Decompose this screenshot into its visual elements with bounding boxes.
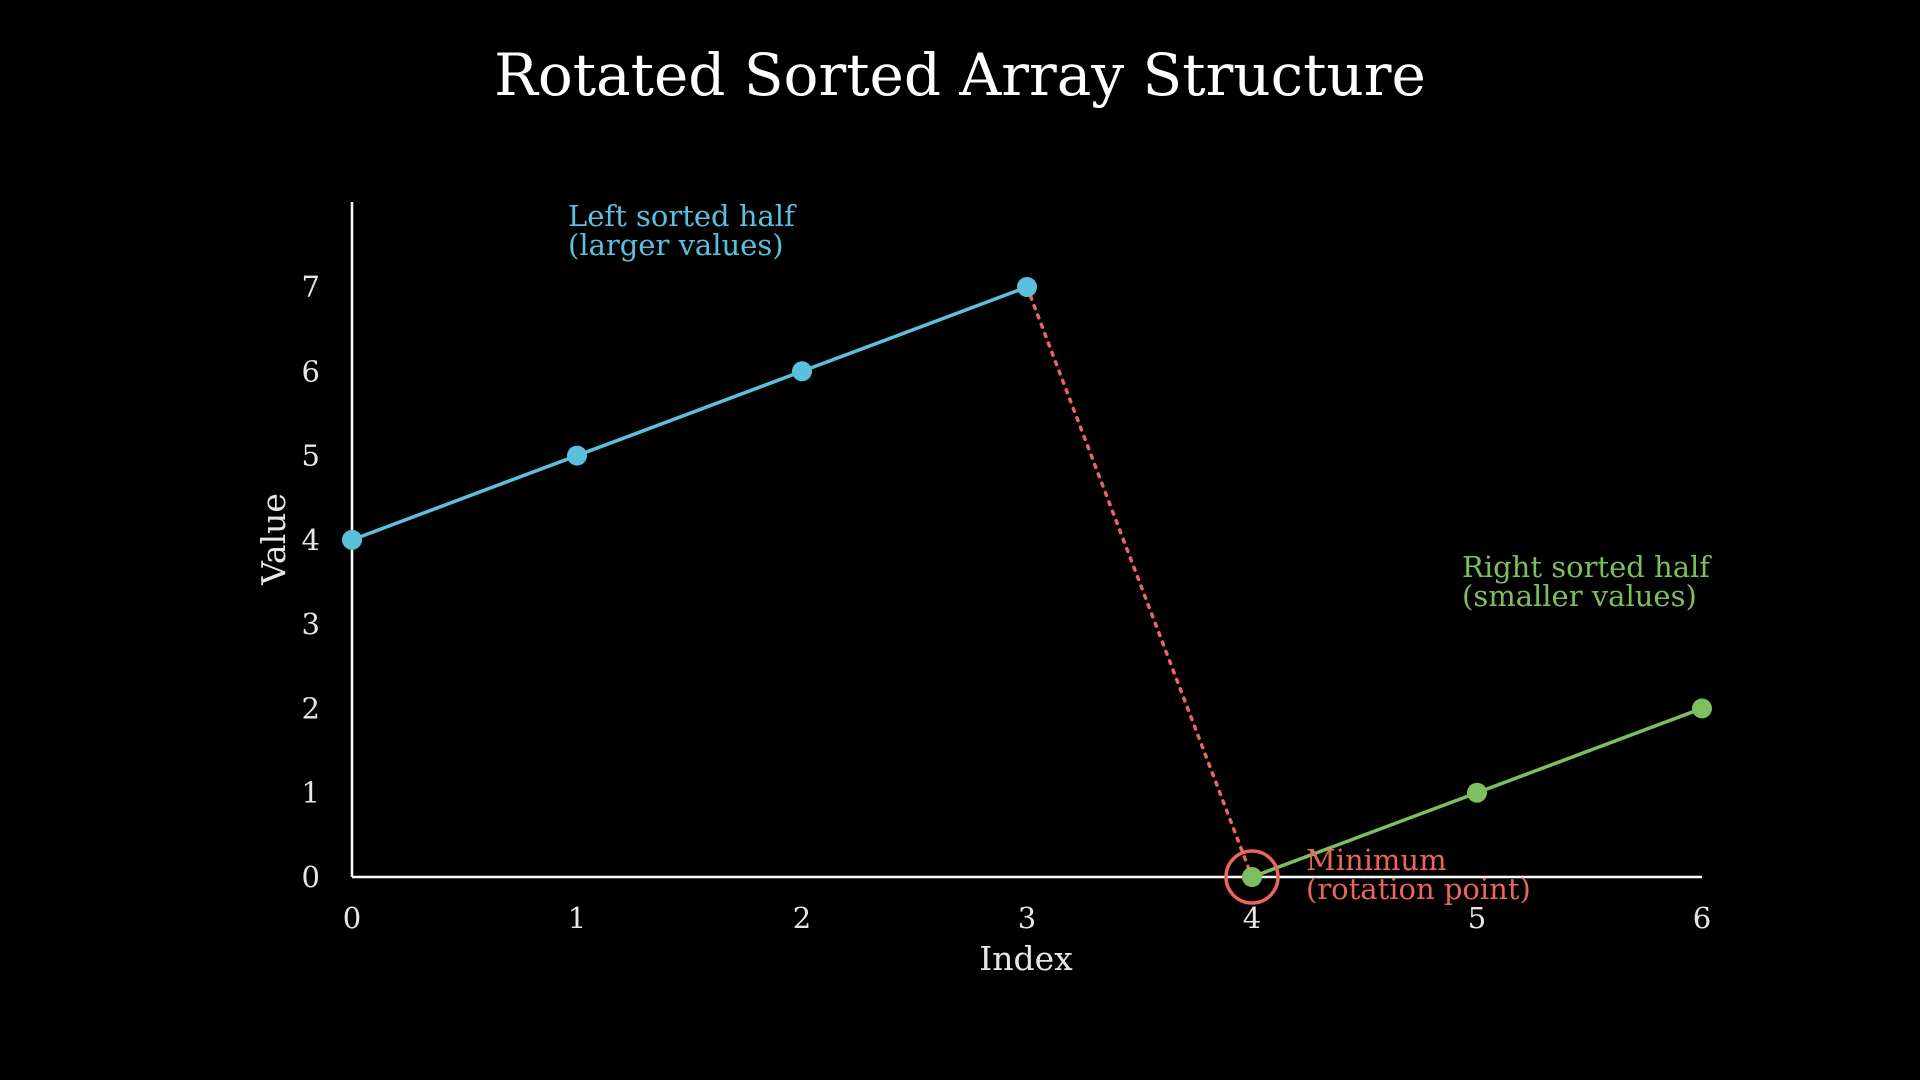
x-tick-label: 4: [1243, 901, 1261, 935]
minimum-marker-layer: [1224, 849, 1280, 905]
y-tick-label: 6: [302, 354, 320, 388]
series-0-point: [1017, 277, 1037, 297]
series-1-point: [1242, 867, 1262, 887]
x-tick-label: 3: [1018, 901, 1036, 935]
series-layer: [342, 277, 1712, 887]
annotation-left-half-line: (larger values): [568, 228, 784, 262]
series-0-point: [567, 445, 587, 466]
series-0-line: [351, 285, 1028, 542]
tick-labels: 0 1 2 3 4 5 6 0 1 2 3 4 5 6 7: [302, 270, 1712, 935]
annotation-left-half-line: Left sorted half: [568, 199, 797, 233]
minimum-marker-ring: [1224, 849, 1280, 905]
annotation-right-half-line: Right sorted half: [1462, 550, 1712, 584]
series-0-point: [342, 529, 362, 550]
y-axis-label: Value: [254, 493, 293, 586]
x-tick-label: 1: [568, 901, 586, 935]
annotation-right-half-line: (smaller values): [1462, 579, 1697, 613]
x-axis-label: Index: [979, 939, 1073, 978]
y-tick-label: 7: [302, 270, 320, 304]
annotations: Left sorted half (larger values) Right sor…: [568, 199, 1712, 906]
annotation-right-half: Right sorted half (smaller values): [1462, 550, 1712, 613]
y-tick-label: 0: [302, 860, 320, 894]
series-0-point: [792, 361, 812, 382]
annotation-minimum: Minimum (rotation point): [1306, 843, 1531, 906]
x-tick-label: 6: [1693, 901, 1711, 935]
annotation-minimum-line: (rotation point): [1306, 872, 1531, 906]
series-1-point: [1692, 698, 1712, 719]
x-tick-label: 0: [343, 901, 361, 935]
y-tick-label: 2: [302, 691, 320, 725]
x-tick-label: 5: [1468, 901, 1486, 935]
annotation-minimum-line: Minimum: [1306, 843, 1447, 877]
y-tick-label: 1: [302, 776, 320, 810]
x-tick-label: 2: [793, 901, 811, 935]
chart-title: Rotated Sorted Array Structure: [494, 41, 1426, 109]
annotation-left-half: Left sorted half (larger values): [568, 199, 797, 262]
y-tick-label: 3: [302, 607, 320, 641]
y-tick-label: 4: [302, 523, 320, 557]
series-1-point: [1467, 782, 1487, 803]
y-tick-label: 5: [302, 439, 320, 473]
